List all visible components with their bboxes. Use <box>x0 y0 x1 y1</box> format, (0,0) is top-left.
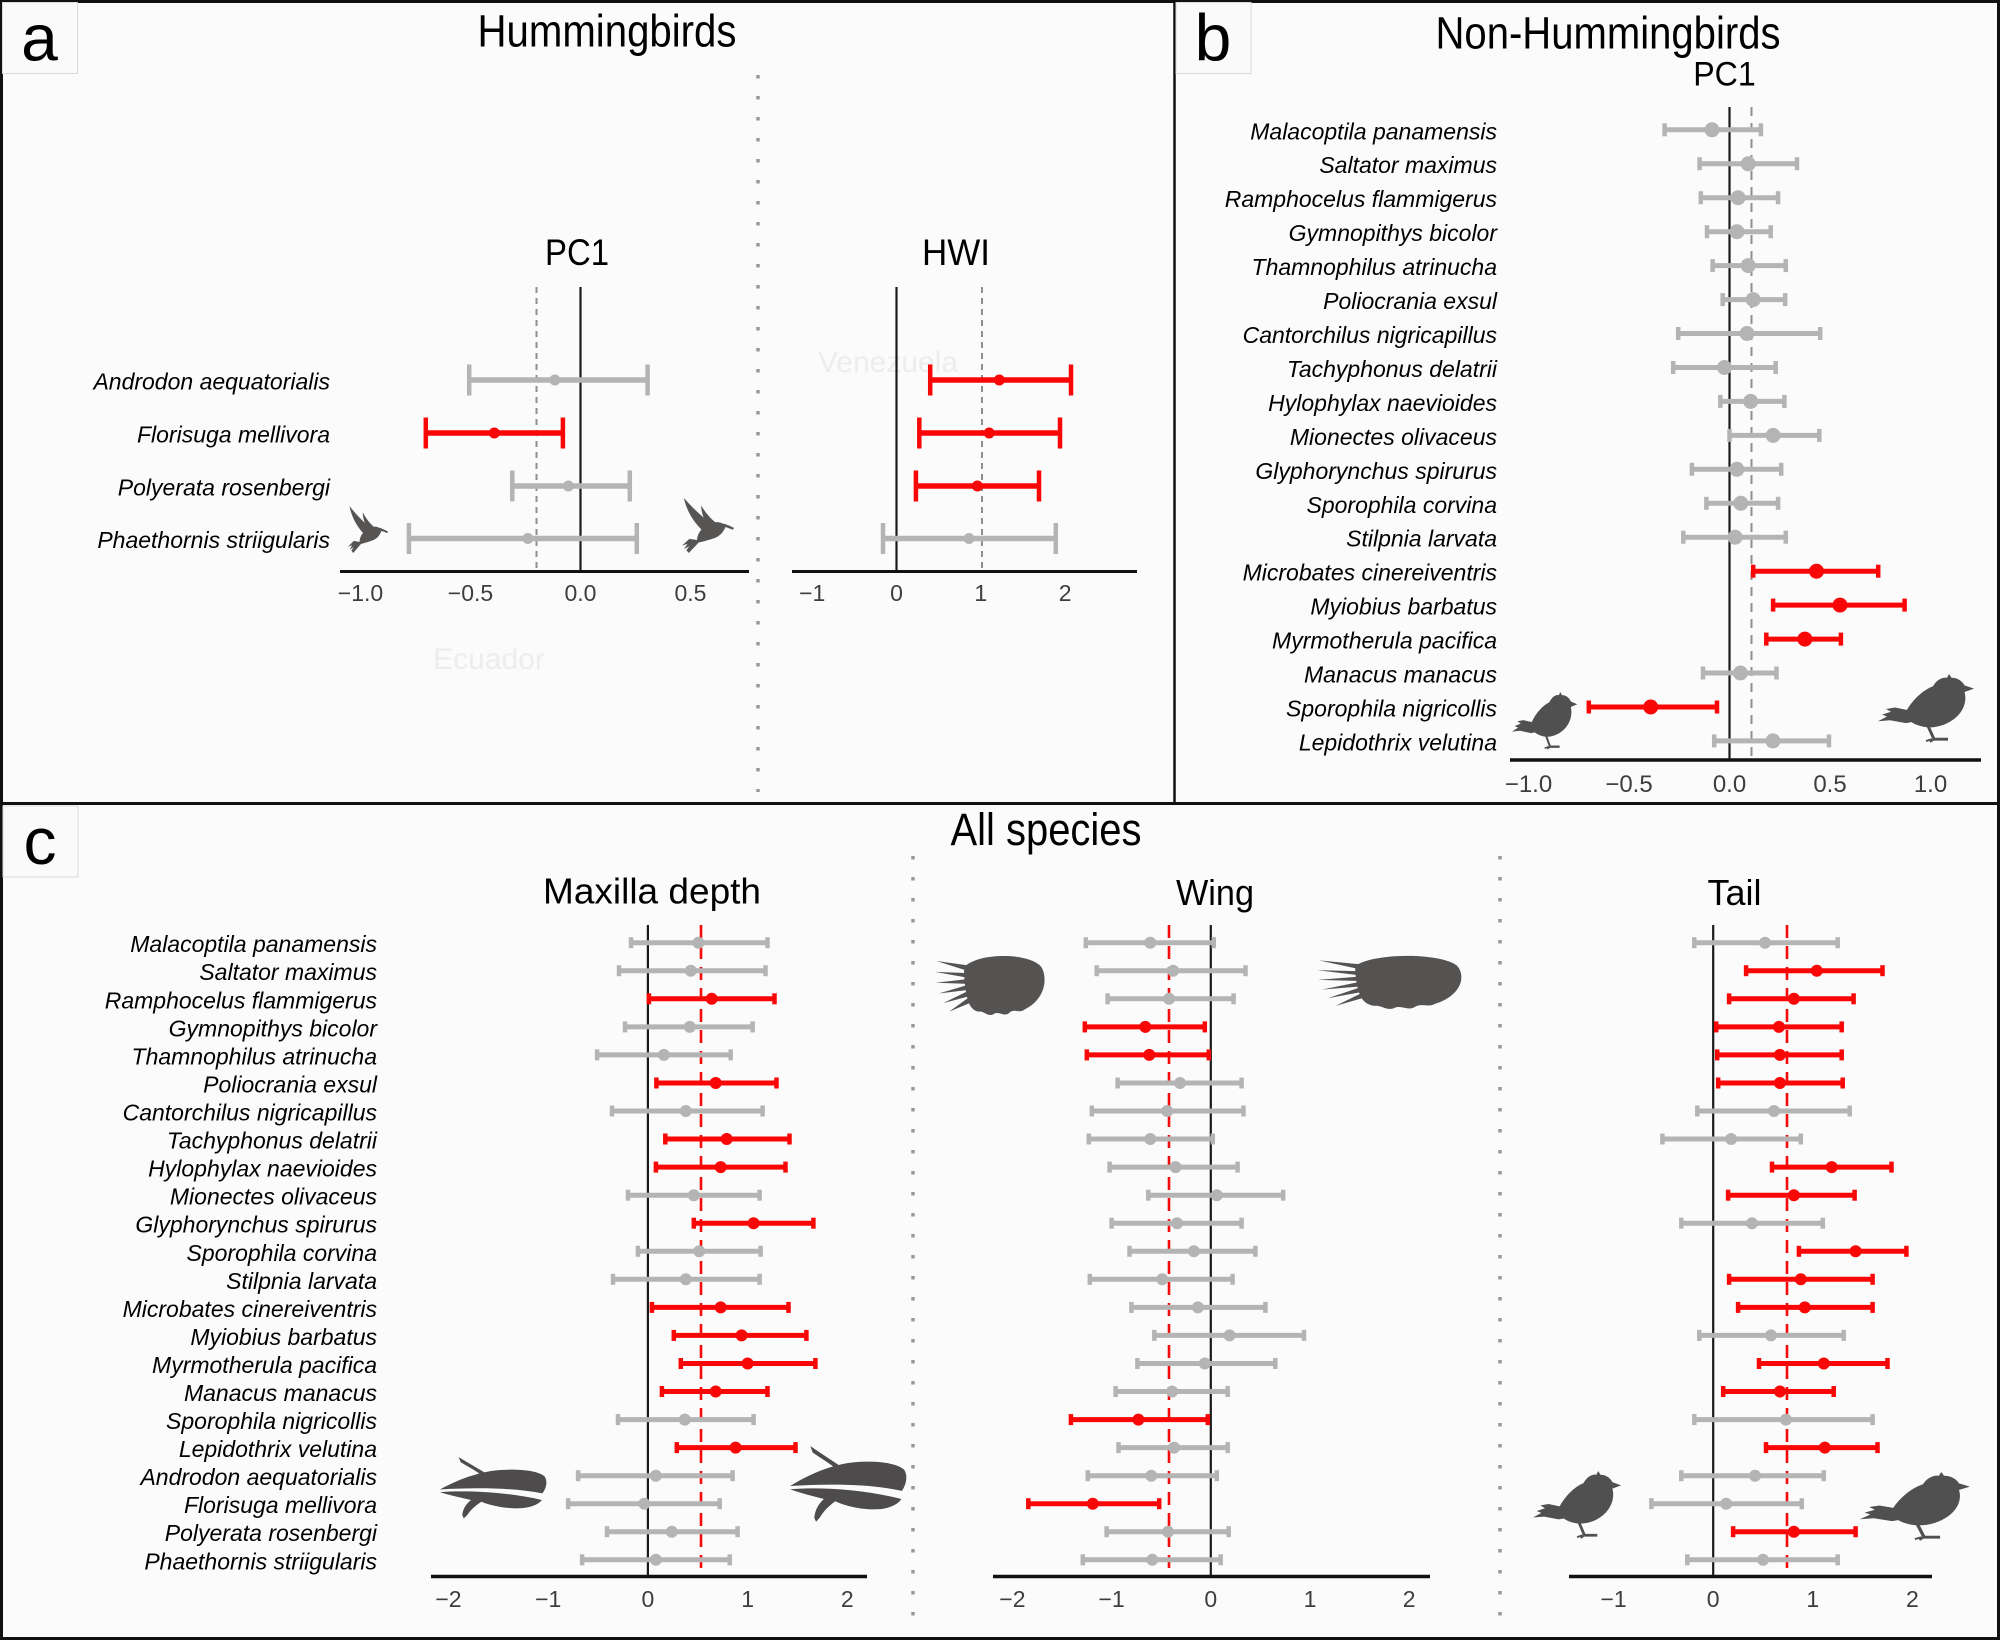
svg-text:Hylophylax naevioides: Hylophylax naevioides <box>1268 390 1497 416</box>
svg-text:Manacus manacus: Manacus manacus <box>1304 662 1498 688</box>
svg-text:Cantorchilus nigricapillus: Cantorchilus nigricapillus <box>123 1100 378 1126</box>
svg-text:0: 0 <box>1707 1586 1720 1612</box>
svg-text:Ramphocelus flammigerus: Ramphocelus flammigerus <box>105 987 378 1013</box>
svg-text:1: 1 <box>1304 1586 1317 1612</box>
svg-text:Stilpnia larvata: Stilpnia larvata <box>1346 526 1497 552</box>
svg-text:Androdon aequatorialis: Androdon aequatorialis <box>138 1464 377 1490</box>
svg-text:Florisuga mellivora: Florisuga mellivora <box>137 422 330 448</box>
svg-text:0: 0 <box>1204 1586 1217 1612</box>
svg-text:Saltator maximus: Saltator maximus <box>1319 152 1497 178</box>
svg-text:0.5: 0.5 <box>675 580 707 606</box>
svg-text:Lepidothrix velutina: Lepidothrix velutina <box>1299 729 1497 755</box>
svg-text:Glyphorynchus spirurus: Glyphorynchus spirurus <box>1255 458 1497 484</box>
svg-text:−0.5: −0.5 <box>448 580 493 606</box>
svg-text:−2: −2 <box>999 1586 1025 1612</box>
svg-text:All species: All species <box>951 804 1142 855</box>
svg-text:2: 2 <box>1059 580 1072 606</box>
svg-text:−1: −1 <box>535 1586 561 1612</box>
svg-text:1: 1 <box>1806 1586 1819 1612</box>
svg-text:1: 1 <box>741 1586 754 1612</box>
svg-text:Gymnopithys bicolor: Gymnopithys bicolor <box>169 1015 379 1041</box>
svg-text:Malacoptila panamensis: Malacoptila panamensis <box>130 931 377 957</box>
svg-text:−1: −1 <box>1600 1586 1626 1612</box>
svg-text:HWI: HWI <box>922 231 990 273</box>
svg-text:2: 2 <box>1906 1586 1919 1612</box>
svg-text:0.0: 0.0 <box>565 580 597 606</box>
svg-text:−1.0: −1.0 <box>338 580 383 606</box>
svg-text:Manacus manacus: Manacus manacus <box>184 1380 378 1406</box>
svg-text:Sporophila nigricollis: Sporophila nigricollis <box>1286 696 1497 722</box>
svg-text:Mionectes olivaceus: Mionectes olivaceus <box>1290 424 1498 450</box>
svg-text:Phaethornis striigularis: Phaethornis striigularis <box>144 1548 377 1574</box>
svg-text:Ramphocelus flammigerus: Ramphocelus flammigerus <box>1225 186 1498 212</box>
svg-text:a: a <box>21 1 58 75</box>
svg-text:0.5: 0.5 <box>1813 771 1846 798</box>
svg-text:2: 2 <box>841 1586 854 1612</box>
svg-text:−1: −1 <box>799 580 825 606</box>
svg-text:Thamnophilus atrinucha: Thamnophilus atrinucha <box>1252 254 1497 280</box>
svg-text:Poliocrania exsul: Poliocrania exsul <box>1323 288 1498 314</box>
svg-text:Myrmotherula pacifica: Myrmotherula pacifica <box>1272 628 1497 654</box>
svg-text:Microbates cinereiventris: Microbates cinereiventris <box>1243 560 1498 586</box>
svg-text:Hylophylax naevioides: Hylophylax naevioides <box>148 1156 377 1182</box>
svg-text:PC1: PC1 <box>1693 56 1756 94</box>
svg-text:0.0: 0.0 <box>1713 771 1746 798</box>
svg-text:Myrmotherula pacifica: Myrmotherula pacifica <box>152 1352 377 1378</box>
svg-text:−0.5: −0.5 <box>1605 771 1652 798</box>
svg-text:Polyerata rosenbergi: Polyerata rosenbergi <box>118 475 331 501</box>
svg-text:Androdon aequatorialis: Androdon aequatorialis <box>91 369 330 395</box>
svg-text:Lepidothrix velutina: Lepidothrix velutina <box>179 1436 377 1462</box>
svg-text:Phaethornis striigularis: Phaethornis striigularis <box>97 527 330 553</box>
svg-text:Maxilla depth: Maxilla depth <box>543 871 761 912</box>
svg-text:Sporophila nigricollis: Sporophila nigricollis <box>166 1408 377 1434</box>
svg-text:Thamnophilus atrinucha: Thamnophilus atrinucha <box>132 1043 377 1069</box>
svg-text:Florisuga mellivora: Florisuga mellivora <box>184 1492 377 1518</box>
svg-text:Malacoptila panamensis: Malacoptila panamensis <box>1250 118 1497 144</box>
svg-text:1.0: 1.0 <box>1914 771 1947 798</box>
svg-text:Sporophila corvina: Sporophila corvina <box>186 1240 377 1266</box>
svg-text:Tail: Tail <box>1708 872 1762 913</box>
svg-text:Glyphorynchus spirurus: Glyphorynchus spirurus <box>135 1212 377 1238</box>
svg-text:−1: −1 <box>1098 1586 1124 1612</box>
svg-text:c: c <box>24 804 57 878</box>
svg-text:Ecuador: Ecuador <box>433 643 545 676</box>
svg-text:b: b <box>1195 1 1232 75</box>
svg-text:Wing: Wing <box>1176 872 1254 913</box>
svg-text:−1.0: −1.0 <box>1505 771 1552 798</box>
svg-text:Myiobius barbatus: Myiobius barbatus <box>190 1324 377 1350</box>
svg-text:Tachyphonus delatrii: Tachyphonus delatrii <box>1287 356 1498 382</box>
svg-text:Hummingbirds: Hummingbirds <box>478 6 737 57</box>
svg-text:PC1: PC1 <box>545 231 609 273</box>
svg-text:Gymnopithys bicolor: Gymnopithys bicolor <box>1289 220 1499 246</box>
svg-text:Cantorchilus nigricapillus: Cantorchilus nigricapillus <box>1243 322 1498 348</box>
svg-text:Venezuela: Venezuela <box>818 346 958 379</box>
svg-text:2: 2 <box>1403 1586 1416 1612</box>
svg-text:1: 1 <box>974 580 987 606</box>
svg-text:−2: −2 <box>435 1586 461 1612</box>
svg-text:Poliocrania exsul: Poliocrania exsul <box>203 1072 378 1098</box>
svg-text:Polyerata rosenbergi: Polyerata rosenbergi <box>165 1520 378 1546</box>
svg-text:Stilpnia larvata: Stilpnia larvata <box>226 1268 377 1294</box>
svg-text:0: 0 <box>642 1586 655 1612</box>
svg-text:0: 0 <box>890 580 903 606</box>
svg-text:Sporophila corvina: Sporophila corvina <box>1306 492 1497 518</box>
svg-text:Non-Hummingbirds: Non-Hummingbirds <box>1436 8 1781 59</box>
svg-text:Mionectes olivaceus: Mionectes olivaceus <box>170 1184 378 1210</box>
svg-text:Myiobius barbatus: Myiobius barbatus <box>1310 594 1497 620</box>
svg-text:Tachyphonus delatrii: Tachyphonus delatrii <box>167 1128 378 1154</box>
svg-text:Saltator maximus: Saltator maximus <box>199 959 377 985</box>
svg-text:Microbates cinereiventris: Microbates cinereiventris <box>123 1296 378 1322</box>
